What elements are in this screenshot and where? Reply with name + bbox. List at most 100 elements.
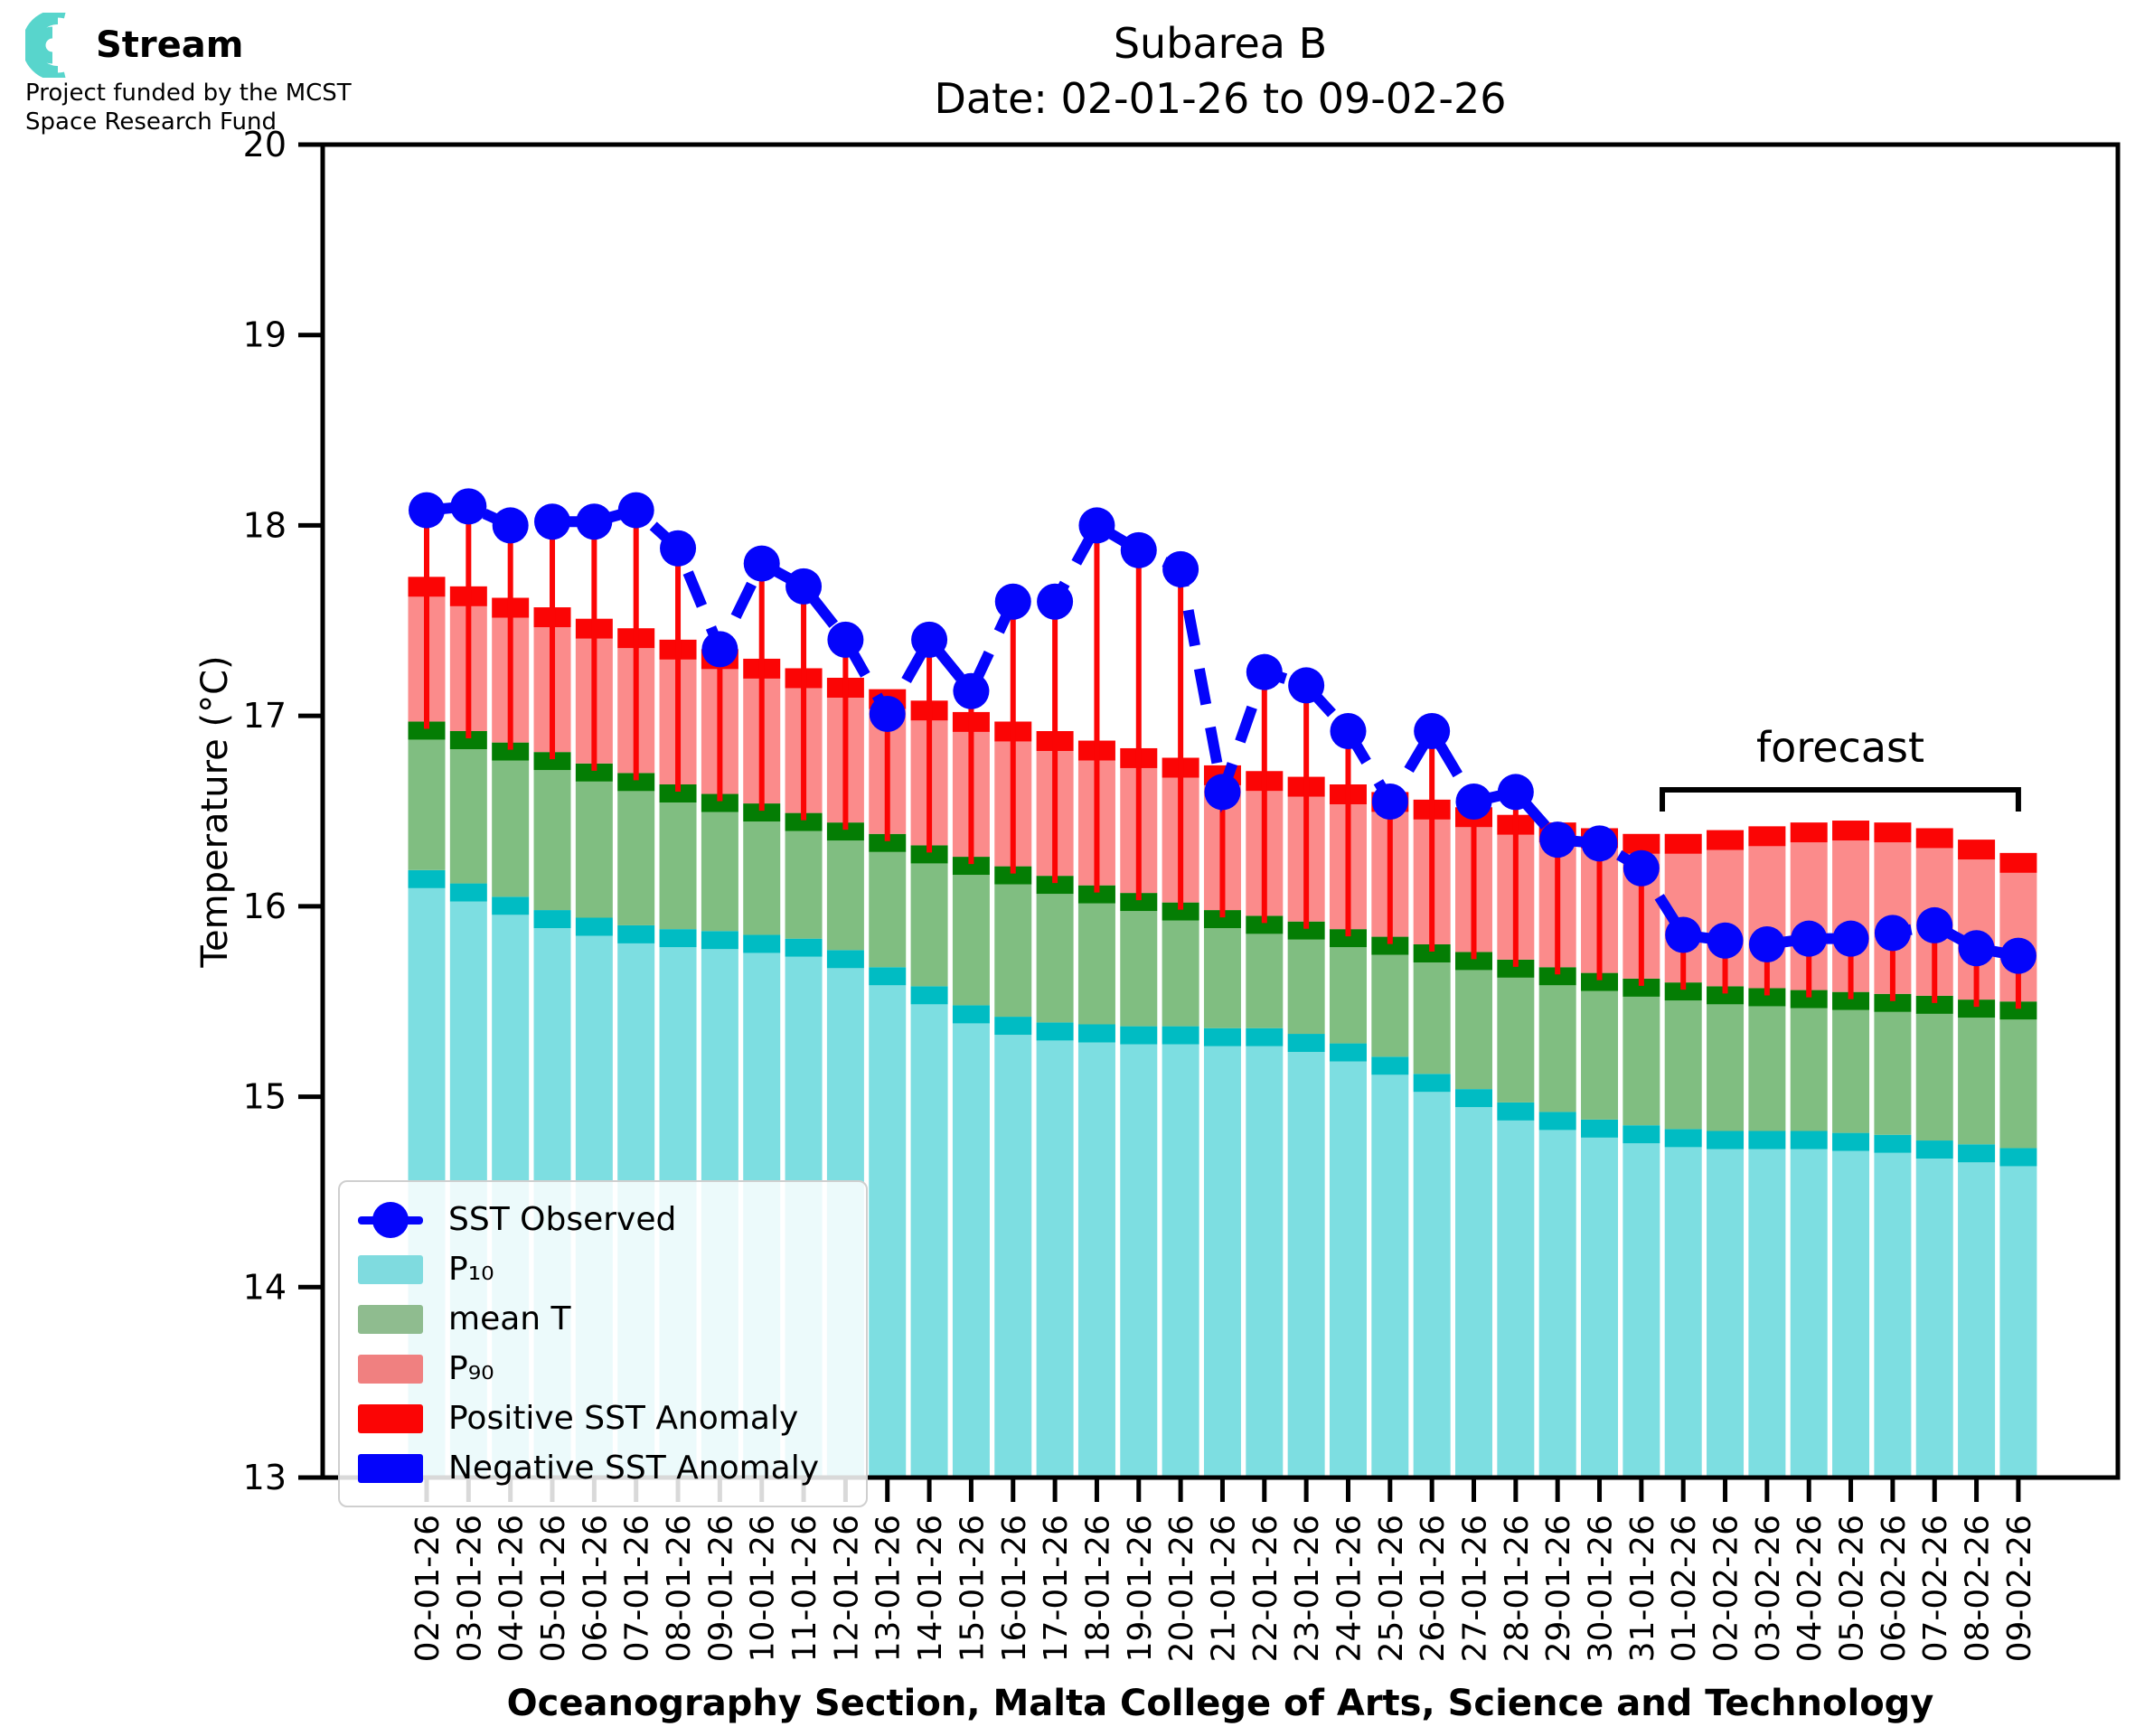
mean-bar — [492, 760, 530, 897]
mean-cap — [1915, 995, 1953, 1014]
mean-cap — [869, 833, 907, 852]
mean-bar — [785, 830, 823, 939]
mean-bar — [408, 739, 446, 870]
p10-cap — [785, 938, 823, 957]
forecast-bracket — [1660, 787, 2021, 812]
mean-cap — [1538, 967, 1576, 986]
p10-cap — [1748, 1131, 1786, 1150]
mean-cap — [1455, 952, 1492, 971]
mean-bar — [701, 812, 738, 932]
legend-item-p10: P₁₀ — [358, 1244, 850, 1294]
y-axis-label: Temperature (°C) — [194, 655, 236, 968]
sst-observed-dot — [660, 530, 697, 567]
x-tick-label: 01-02-26 — [1666, 1515, 1703, 1662]
mean-cap — [1664, 982, 1702, 1001]
mean-bar — [952, 875, 990, 1006]
x-tick-label: 23-01-26 — [1289, 1515, 1326, 1662]
mean-bar — [1790, 1008, 1828, 1131]
p10-bar — [1790, 1149, 1828, 1478]
stream-waves-icon — [25, 13, 66, 78]
p10-cap — [1287, 1034, 1325, 1053]
mean-cap — [1287, 921, 1325, 940]
p10-bar — [1120, 1044, 1158, 1478]
p10-bar — [994, 1035, 1032, 1478]
x-tick-label: 08-01-26 — [661, 1515, 698, 1662]
mean-bar — [1707, 1004, 1745, 1131]
y-tick-label: 19 — [243, 315, 287, 355]
sst-observed-dot — [1832, 920, 1869, 957]
x-tick-label: 07-01-26 — [619, 1515, 656, 1662]
sst-observed-dot — [1623, 849, 1660, 887]
p90-cap — [1915, 828, 1953, 849]
brand-name: Stream — [96, 24, 244, 66]
x-tick-label: 28-01-26 — [1499, 1515, 1536, 1662]
mean-bar — [826, 840, 864, 951]
p90-swatch — [358, 1354, 423, 1384]
p90-cap — [1790, 822, 1828, 843]
mean-cap — [1707, 986, 1745, 1005]
sst-observed-dot — [1748, 926, 1785, 962]
mean-bar — [1999, 1019, 2037, 1149]
x-axis-label: Oceanography Section, Malta College of A… — [506, 1683, 1934, 1724]
p10-cap — [1371, 1056, 1409, 1075]
p10-bar — [1538, 1130, 1576, 1478]
sst-observed-dot — [1455, 783, 1492, 820]
mean-bar — [1581, 990, 1619, 1120]
mean-bar — [659, 802, 697, 930]
sst-observed-dot — [869, 696, 906, 733]
y-tick-label: 15 — [243, 1077, 287, 1117]
sst-observed-dot — [1497, 774, 1534, 811]
sst-observed-dot — [534, 503, 571, 540]
sst-observed-dot — [576, 503, 613, 540]
p10-cap — [910, 986, 948, 1005]
legend-item-p90: P₉₀ — [358, 1344, 850, 1393]
mean-bar — [1958, 1018, 1996, 1145]
p10-cap — [1958, 1144, 1996, 1163]
sst-observed-dot — [1330, 713, 1367, 749]
sst-observed-dot — [785, 568, 823, 605]
mean-bar — [533, 770, 571, 911]
x-tick-label: 02-02-26 — [1708, 1515, 1745, 1662]
mean-cap — [1329, 929, 1367, 948]
mean-cap — [492, 742, 530, 761]
sst-observed-dot — [1999, 937, 2036, 974]
legend-item-positive-anomaly: Positive SST Anomaly — [358, 1393, 850, 1443]
p10-cap — [994, 1017, 1032, 1036]
x-tick-label: 12-01-26 — [828, 1515, 865, 1662]
sst-observed-dot — [827, 621, 864, 658]
mean-cap — [1162, 902, 1199, 921]
mean-cap — [1958, 999, 1996, 1018]
p10-bar — [1581, 1137, 1619, 1478]
p10-cap — [826, 950, 864, 969]
mean-bar — [1497, 977, 1535, 1103]
mean-bar — [1203, 928, 1241, 1028]
x-tick-label: 09-02-26 — [2001, 1515, 2038, 1662]
mean-bar — [1329, 947, 1367, 1044]
p10-cap — [1162, 1026, 1199, 1045]
forecast-annotation: forecast — [1755, 723, 1925, 772]
mean-bar — [1874, 1011, 1912, 1135]
x-tick-label: 22-01-26 — [1247, 1515, 1284, 1662]
p10-cap — [1077, 1024, 1115, 1043]
mean-bar — [1832, 1009, 1870, 1133]
p10-bar — [910, 1004, 948, 1478]
p10-bar — [952, 1023, 990, 1478]
p90-cap — [1874, 822, 1912, 843]
p10-bar — [1874, 1152, 1912, 1478]
mean-bar — [1664, 1000, 1702, 1130]
sst-observed-dot — [1246, 653, 1283, 690]
sst-observed-dot — [701, 631, 738, 668]
x-tick-label: 26-01-26 — [1415, 1515, 1452, 1662]
mean-t-swatch — [358, 1304, 423, 1334]
title-date-range: Date: 02-01-26 to 09-02-26 — [934, 73, 1507, 123]
sst-observed-dot — [1037, 583, 1074, 620]
p10-cap — [701, 931, 738, 950]
mean-cap — [1077, 885, 1115, 904]
mean-cap — [1371, 936, 1409, 955]
sst-observed-dot — [492, 507, 529, 544]
positive-anomaly-swatch — [358, 1403, 423, 1433]
mean-bar — [449, 749, 487, 884]
sst-observed-dot — [1665, 916, 1702, 953]
mean-cap — [533, 752, 571, 771]
x-tick-label: 07-02-26 — [1917, 1515, 1954, 1662]
